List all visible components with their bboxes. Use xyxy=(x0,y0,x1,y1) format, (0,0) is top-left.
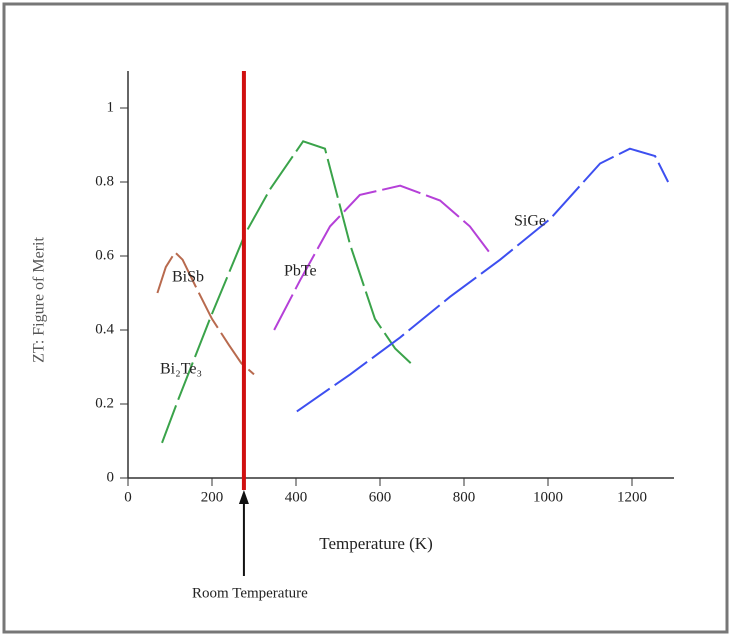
y-tick-label: 0.8 xyxy=(95,173,114,189)
x-tick-label: 0 xyxy=(124,489,132,505)
x-tick-label: 1000 xyxy=(533,489,563,505)
x-tick-label: 800 xyxy=(453,489,476,505)
series-line xyxy=(156,250,255,376)
y-axis-title: ZT: Figure of Merit xyxy=(31,237,48,363)
series-line xyxy=(273,184,493,331)
y-tick-label: 0.4 xyxy=(95,321,114,337)
series-label: PbTe xyxy=(284,263,317,280)
y-tick-label: 0.6 xyxy=(95,247,114,263)
reference-label: Room Temperature xyxy=(192,585,308,601)
x-axis-title: Temperature (K) xyxy=(319,534,433,553)
series-line xyxy=(161,140,416,444)
y-tick-label: 0.2 xyxy=(95,395,114,411)
series-label: BiSb xyxy=(172,269,204,286)
x-tick-label: 1200 xyxy=(617,489,647,505)
series-label: Bi₂Te₃ xyxy=(160,361,202,378)
series-label: SiGe xyxy=(514,213,546,230)
x-tick-label: 200 xyxy=(201,489,224,505)
y-tick-label: 1 xyxy=(107,99,115,115)
x-tick-label: 600 xyxy=(369,489,392,505)
series-line xyxy=(296,147,670,413)
x-tick-label: 400 xyxy=(285,489,308,505)
arrow-head xyxy=(238,490,249,504)
y-tick-label: 0 xyxy=(107,469,115,485)
